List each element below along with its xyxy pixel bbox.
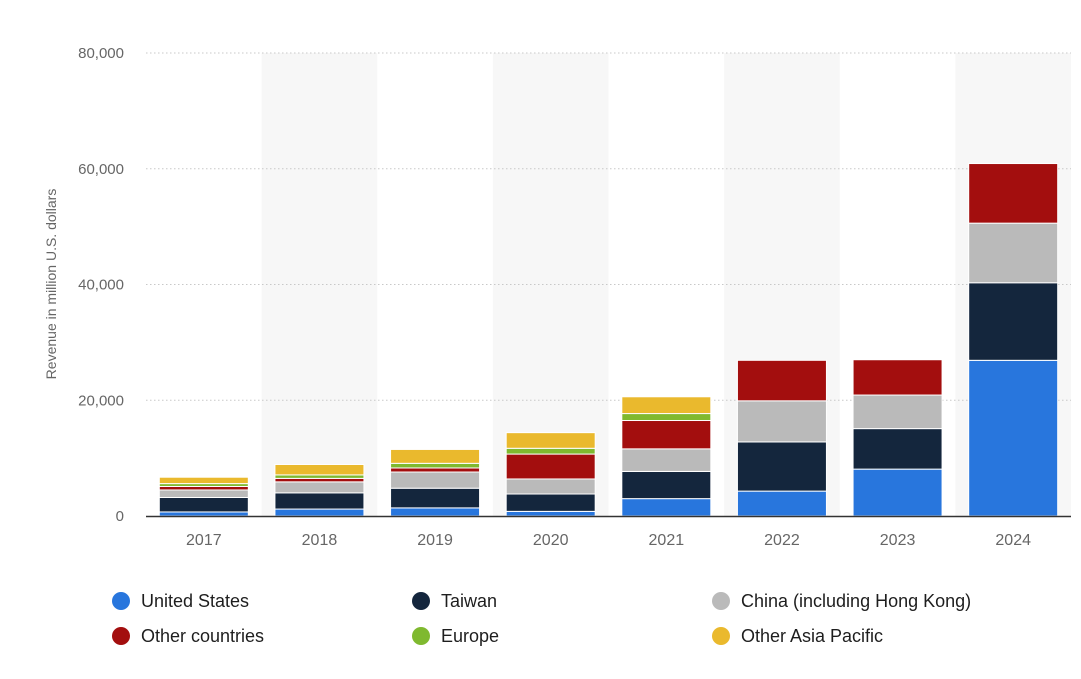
bar-segment-taiwan-2022[interactable] [736,441,827,492]
bar-segment-united-states-2024[interactable] [968,359,1059,517]
legend-item-other-countries[interactable]: Other countries [112,623,264,649]
bar-segment-other-countries-2019[interactable] [390,467,481,473]
bar-segment-united-states-2022[interactable] [736,490,827,517]
bar-segment-united-states-2023[interactable] [852,468,943,517]
legend-marker-icon [112,592,130,610]
bar-segment-china-including-hong-kong-2020[interactable] [505,478,596,495]
y-tick-label: 40,000 [78,277,124,294]
bar-segment-other-countries-2022[interactable] [736,359,827,402]
legend-item-other-asia-pacific[interactable]: Other Asia Pacific [712,623,883,649]
bar-segment-other-asia-pacific-2018[interactable] [274,463,365,476]
legend-label: Other Asia Pacific [741,625,884,646]
bar-segment-other-asia-pacific-2021[interactable] [621,396,712,415]
bar-segment-europe-2018[interactable] [274,474,365,479]
bar-segments [146,163,1071,518]
x-tick-label: 2020 [533,532,569,549]
bar-segment-china-including-hong-kong-2023[interactable] [852,394,943,430]
legend-marker-icon [712,627,730,645]
bar-segment-china-including-hong-kong-2024[interactable] [968,222,1059,284]
bar-segment-united-states-2019[interactable] [390,507,481,517]
bar-segment-united-states-2021[interactable] [621,498,712,517]
legend-marker-icon [112,627,130,645]
y-axis-title: Revenue in million U.S. dollars [43,189,59,380]
bar-segment-other-asia-pacific-2019[interactable] [390,448,481,464]
x-tick-labels: 2017 2018 2019 2020 2021 2022 2023 2024 [186,532,1031,549]
bar-segment-other-countries-2017[interactable] [158,485,249,491]
legend-label: China (including Hong Kong) [741,590,972,611]
bar-segment-other-asia-pacific-2017[interactable] [158,476,249,485]
bar-segment-china-including-hong-kong-2018[interactable] [274,481,365,494]
x-tick-label: 2023 [880,532,916,549]
legend-item-taiwan[interactable]: Taiwan [412,588,497,614]
legend-item-europe[interactable]: Europe [412,623,499,649]
bar-segment-china-including-hong-kong-2019[interactable] [390,471,481,489]
bar-segment-europe-2020[interactable] [505,447,596,455]
bar-segment-united-states-2017[interactable] [158,511,249,517]
legend-label: United States [141,590,250,611]
x-tick-label: 2018 [302,532,338,549]
y-tick-label: 0 [116,508,124,525]
bar-segment-europe-2019[interactable] [390,462,481,469]
bar-segment-taiwan-2017[interactable] [158,496,249,513]
legend-item-china[interactable]: China (including Hong Kong) [712,588,971,614]
bar-segment-taiwan-2021[interactable] [621,470,712,500]
x-tick-label: 2019 [417,532,453,549]
bar-segment-china-including-hong-kong-2022[interactable] [736,400,827,443]
bar-segment-other-countries-2020[interactable] [505,453,596,480]
legend-marker-icon [412,627,430,645]
bar-segment-china-including-hong-kong-2017[interactable] [158,489,249,498]
x-tick-label: 2021 [649,532,685,549]
bar-segment-other-countries-2018[interactable] [274,477,365,483]
bar-segment-united-states-2018[interactable] [274,508,365,517]
legend-item-united-states[interactable]: United States [112,588,249,614]
y-tick-label: 60,000 [78,161,124,178]
bar-segment-united-states-2020[interactable] [505,510,596,517]
x-tick-label: 2024 [995,532,1031,549]
bar-segment-china-including-hong-kong-2021[interactable] [621,448,712,472]
bar-segment-taiwan-2024[interactable] [968,282,1059,361]
bar-segment-taiwan-2019[interactable] [390,487,481,509]
legend-marker-icon [412,592,430,610]
y-tick-labels: 0 20,000 40,000 60,000 80,000 [78,45,124,525]
bar-segment-taiwan-2020[interactable] [505,493,596,512]
bar-segment-other-countries-2021[interactable] [621,420,712,450]
y-tick-label: 80,000 [78,45,124,62]
bar-segment-other-asia-pacific-2020[interactable] [505,432,596,449]
bar-segment-taiwan-2018[interactable] [274,492,365,510]
x-tick-label: 2017 [186,532,222,549]
legend-marker-icon [712,592,730,610]
legend-label: Taiwan [441,590,498,611]
legend-label: Other countries [141,625,265,646]
bar-segment-europe-2021[interactable] [621,413,712,422]
bar-segment-other-countries-2023[interactable] [852,359,943,396]
y-tick-label: 20,000 [78,392,124,409]
bar-segment-other-countries-2024[interactable] [968,163,1059,224]
bar-segment-taiwan-2023[interactable] [852,428,943,470]
legend-label: Europe [441,625,500,646]
x-tick-label: 2022 [764,532,800,549]
